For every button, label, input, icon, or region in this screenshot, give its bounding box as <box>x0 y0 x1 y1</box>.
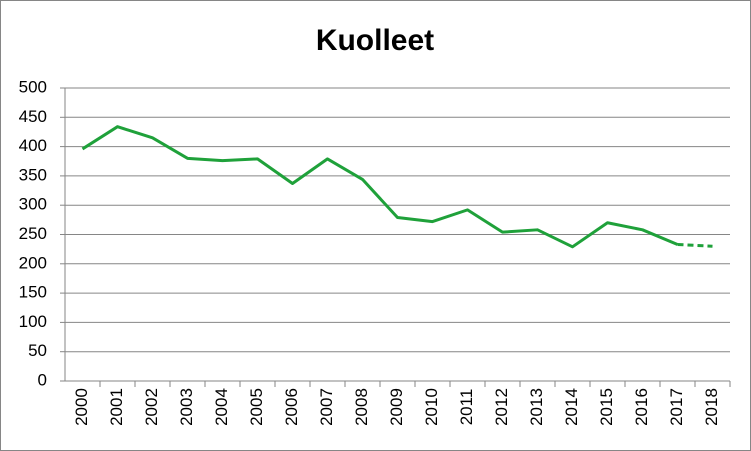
y-tick-label: 0 <box>38 370 47 389</box>
y-tick-label: 150 <box>19 283 47 302</box>
x-tick-label: 2004 <box>212 388 231 426</box>
x-tick-label: 2006 <box>282 388 301 426</box>
x-tick-label: 2012 <box>492 388 511 426</box>
chart-title: Kuolleet <box>316 24 434 57</box>
line-dashed <box>677 242 713 248</box>
x-tick-label: 2018 <box>702 388 721 426</box>
y-tick-label: 250 <box>19 224 47 243</box>
x-tick-label: 2007 <box>317 388 336 426</box>
x-tick-label: 2008 <box>352 388 371 426</box>
x-tick-label: 2000 <box>72 388 91 426</box>
y-tick-label: 500 <box>19 77 47 96</box>
y-tick-label: 400 <box>19 136 47 155</box>
x-tick-label: 2016 <box>632 388 651 426</box>
x-tick-label: 2005 <box>247 388 266 426</box>
y-tick-label: 100 <box>19 312 47 331</box>
x-tick-label: 2014 <box>562 388 581 426</box>
x-tick-label: 2011 <box>457 389 476 426</box>
x-tick-label: 2013 <box>527 388 546 426</box>
y-tick-label: 200 <box>19 253 47 272</box>
x-tick-label: 2015 <box>597 388 616 426</box>
y-tick-label: 450 <box>19 107 47 126</box>
x-tick-label: 2017 <box>667 388 686 426</box>
x-tick-label: 2002 <box>142 388 161 426</box>
line <box>81 125 679 249</box>
y-tick-label: 350 <box>19 165 47 184</box>
y-tick-label: 300 <box>19 195 47 214</box>
x-tick-label: 2009 <box>387 388 406 426</box>
y-tick-label: 50 <box>28 341 47 360</box>
x-tick-label: 2003 <box>177 388 196 426</box>
x-tick-label: 2001 <box>107 388 126 426</box>
x-tick-label: 2010 <box>422 388 441 426</box>
